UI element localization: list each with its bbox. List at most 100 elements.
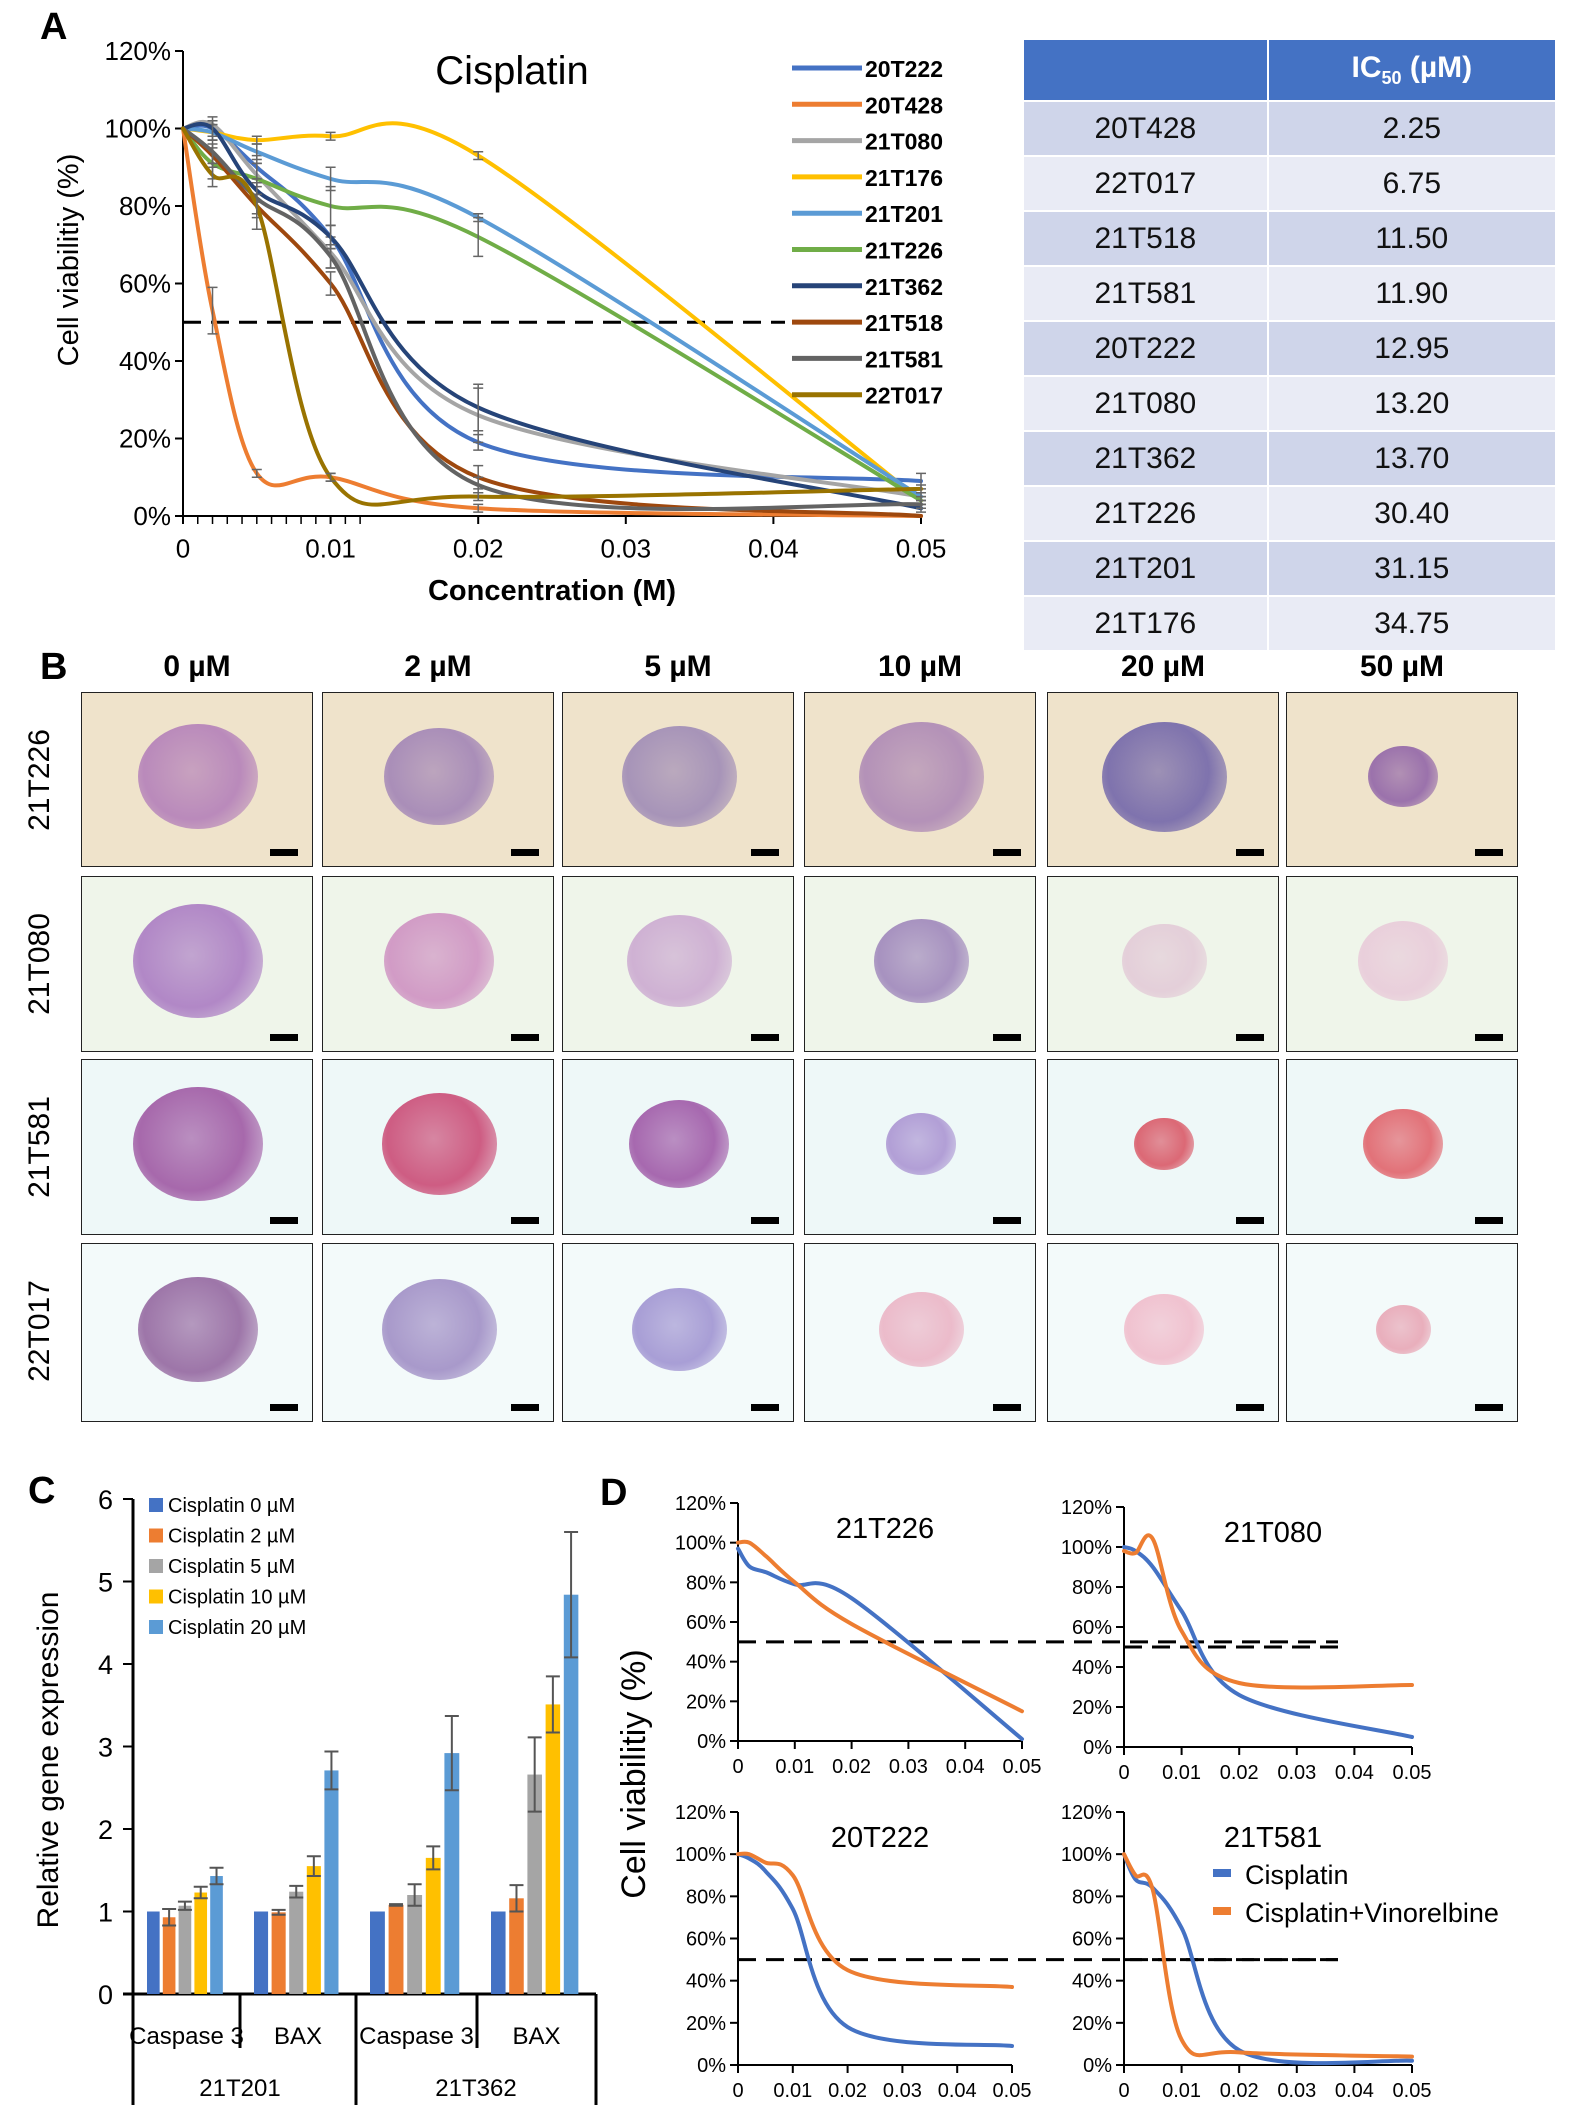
scale-bar bbox=[270, 849, 298, 856]
table-row: 21T226 30.40 bbox=[1022, 485, 1558, 542]
spheroid-image bbox=[1047, 692, 1279, 867]
y-tick-label: 40% bbox=[119, 346, 171, 376]
series-Cisplatin+Vinorelbine-line bbox=[1122, 1852, 1414, 2059]
y-tick-label: 80% bbox=[119, 191, 171, 221]
bar bbox=[407, 1895, 423, 1994]
spheroid bbox=[858, 721, 984, 832]
sample-id: 21T226 bbox=[1022, 485, 1269, 542]
legend-label: Cisplatin 10 µM bbox=[168, 1587, 306, 1609]
y-tick-label: 80% bbox=[1072, 1886, 1112, 1908]
sample-row-label: 21T581 bbox=[23, 1096, 56, 1198]
table-header-cell bbox=[1022, 38, 1269, 102]
x-tick-label: 0.04 bbox=[938, 2080, 977, 2102]
spheroid-image bbox=[804, 1059, 1036, 1235]
table-row: 21T201 31.15 bbox=[1022, 540, 1558, 597]
y-tick-label: 5 bbox=[98, 1568, 113, 1598]
bar bbox=[162, 1917, 176, 1994]
spheroid-image bbox=[81, 692, 313, 867]
x-tick-label: 0.01 bbox=[775, 1756, 814, 1778]
x-tick-label: 0 bbox=[176, 534, 190, 564]
table-row: 21T176 34.75 bbox=[1022, 595, 1558, 652]
error-bar bbox=[193, 1885, 208, 1900]
scale-bar bbox=[270, 1034, 298, 1041]
x-tick-label: 0.01 bbox=[1162, 1762, 1201, 1784]
scale-bar bbox=[511, 1217, 539, 1224]
series-20T428-line bbox=[181, 126, 923, 518]
x-tick-label: 0.04 bbox=[1335, 2080, 1374, 2102]
error-bar bbox=[325, 131, 336, 141]
ic50-value: 2.25 bbox=[1266, 100, 1558, 157]
sample-row-label: 21T226 bbox=[23, 729, 56, 831]
series-Cisplatin-line bbox=[736, 1546, 1024, 1742]
sample-id: 21T518 bbox=[1022, 210, 1269, 267]
spheroid bbox=[1375, 1305, 1431, 1354]
spheroid bbox=[878, 1292, 964, 1367]
scale-bar bbox=[751, 1217, 779, 1224]
x-tick-label: 0.03 bbox=[883, 2080, 922, 2102]
y-tick-label: 20% bbox=[686, 2013, 726, 2035]
legend-label: Cisplatin 0 µM bbox=[168, 1495, 295, 1517]
bar bbox=[306, 1866, 321, 1994]
group-label: 21T362 bbox=[435, 2075, 516, 2102]
spheroid bbox=[886, 1113, 956, 1175]
sample-id: 21T201 bbox=[1022, 540, 1269, 597]
legend-label: Cisplatin 5 µM bbox=[168, 1556, 295, 1578]
legend-swatch bbox=[149, 1498, 163, 1512]
error-bar bbox=[162, 1908, 177, 1927]
y-tick-label: 100% bbox=[1061, 1537, 1112, 1559]
error-bar bbox=[177, 1900, 192, 1911]
spheroid bbox=[873, 919, 969, 1003]
spheroid-image bbox=[322, 876, 554, 1052]
error-bar bbox=[473, 383, 484, 432]
y-tick-label: 80% bbox=[1072, 1577, 1112, 1599]
table-row: 21T581 11.90 bbox=[1022, 265, 1558, 322]
error-bar bbox=[527, 1736, 542, 1813]
scale-bar bbox=[511, 1034, 539, 1041]
scale-bar bbox=[993, 1217, 1021, 1224]
legend-swatch bbox=[149, 1559, 163, 1573]
legend-label: 21T176 bbox=[865, 165, 943, 191]
x-tick-label: 0.02 bbox=[828, 2080, 867, 2102]
bar bbox=[444, 1753, 460, 1994]
legend-swatch bbox=[1213, 1869, 1231, 1877]
x-tick-label: 0.04 bbox=[946, 1756, 985, 1778]
y-tick-label: 120% bbox=[1061, 1802, 1112, 1824]
scale-bar bbox=[1236, 1404, 1264, 1411]
spheroid-image bbox=[322, 692, 554, 867]
y-tick-label: 20% bbox=[119, 424, 171, 454]
scale-bar bbox=[511, 1404, 539, 1411]
panel-label-c: C bbox=[28, 1470, 56, 1512]
scale-bar bbox=[1475, 849, 1503, 856]
scale-bar bbox=[270, 1404, 298, 1411]
scale-bar bbox=[1236, 849, 1264, 856]
legend-label: Cisplatin+Vinorelbine bbox=[1245, 1898, 1499, 1928]
error-bar bbox=[289, 1884, 304, 1899]
x-tick-label: 0.05 bbox=[993, 2080, 1032, 2102]
y-tick-label: 120% bbox=[675, 1802, 726, 1824]
spheroid-image bbox=[1286, 1059, 1518, 1235]
x-tick-label: 0 bbox=[1118, 2080, 1129, 2102]
legend-label: 22T017 bbox=[865, 383, 943, 409]
x-tick-label: 0.05 bbox=[896, 534, 947, 564]
error-bar bbox=[426, 1845, 441, 1871]
spheroid bbox=[1368, 745, 1438, 808]
dose-column-label: 20 µM bbox=[1121, 650, 1205, 683]
scale-bar bbox=[511, 849, 539, 856]
y-tick-label: 80% bbox=[686, 1572, 726, 1594]
ic50-value: 31.15 bbox=[1266, 540, 1558, 597]
bar bbox=[271, 1912, 286, 1994]
y-tick-label: 60% bbox=[1072, 1617, 1112, 1639]
spheroid bbox=[138, 1276, 258, 1383]
x-tick-label: 0 bbox=[732, 1756, 743, 1778]
y-tick-label: 120% bbox=[675, 1493, 726, 1515]
error-bar bbox=[916, 484, 926, 494]
sample-id: 21T362 bbox=[1022, 430, 1269, 487]
spheroid-image bbox=[562, 692, 794, 867]
scale-bar bbox=[1236, 1034, 1264, 1041]
series-21T201-line bbox=[181, 126, 923, 499]
y-tick-label: 3 bbox=[98, 1733, 113, 1763]
y-tick-label: 0% bbox=[697, 2055, 726, 2077]
dose-column-label: 5 µM bbox=[644, 650, 712, 683]
bar bbox=[254, 1911, 269, 1994]
